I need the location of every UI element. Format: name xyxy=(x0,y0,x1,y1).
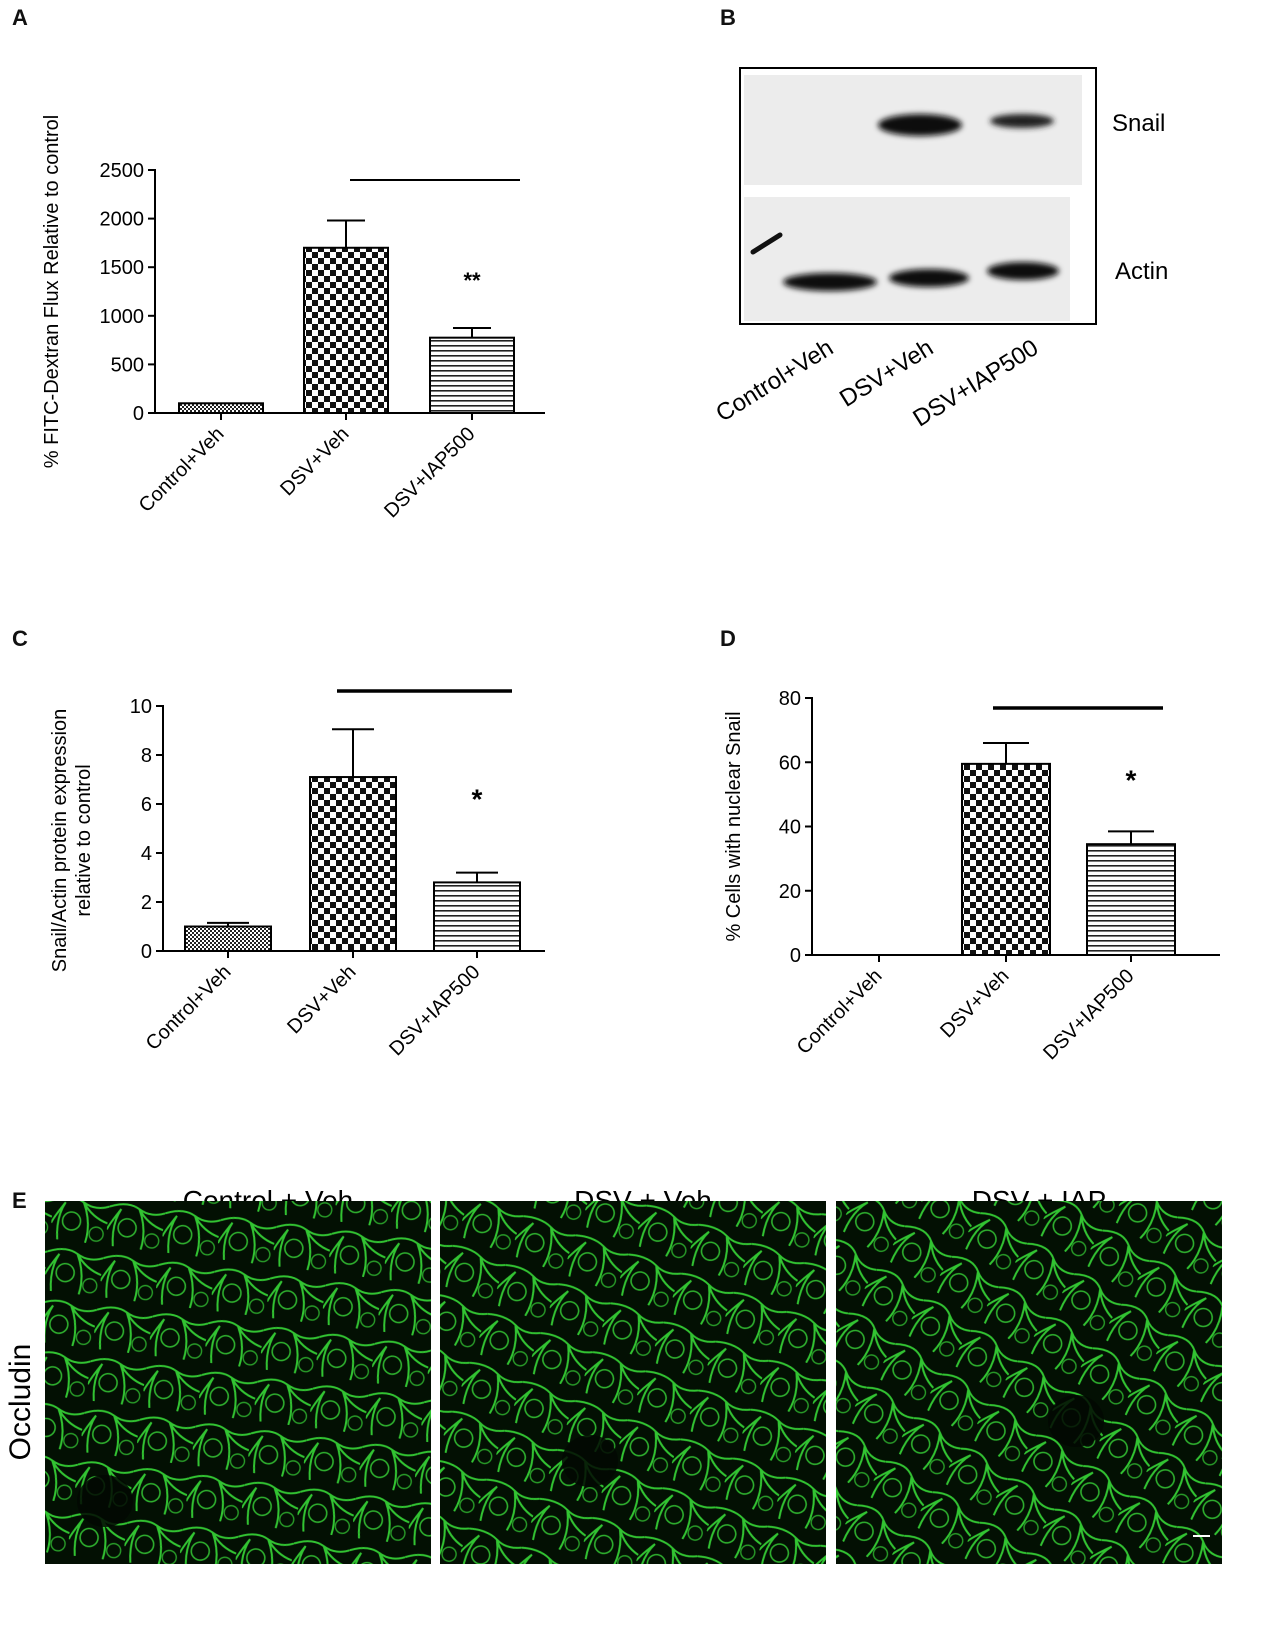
x-tick-label: DSV+Veh xyxy=(936,965,1013,1042)
snail-band-dsv-veh xyxy=(878,114,962,136)
bar-dsv-iap500 xyxy=(429,336,515,415)
row-label-occludin: Occludin xyxy=(4,1344,37,1461)
bar-dsv-veh xyxy=(303,246,389,414)
actin-band-dsv-iap500 xyxy=(987,262,1059,280)
chart-a: 0 500 1000 1500 2000 2500 % FITC-Dextran Flux … xyxy=(41,115,545,522)
panel-letter-d: D xyxy=(720,626,736,651)
x-tick-label: DSV+IAP500 xyxy=(1039,965,1138,1064)
y-tick-label: 1500 xyxy=(100,257,145,279)
x-tick-label: DSV+Veh xyxy=(283,961,360,1038)
bar-dsv-iap500 xyxy=(433,881,521,952)
y-tick-label: 60 xyxy=(779,752,801,774)
panel-letter-c: C xyxy=(12,626,28,651)
y-tick-label: 40 xyxy=(779,817,801,839)
panel-letter-e: E xyxy=(12,1188,27,1213)
chart-d: 0 20 40 60 80 % Cells with nuclear Snail Contr… xyxy=(723,688,1220,1064)
band-label-actin: Actin xyxy=(1115,258,1168,285)
bar-dsv-veh xyxy=(961,762,1051,956)
actin-membrane xyxy=(744,197,1070,321)
significance-marker: * xyxy=(1126,764,1137,795)
occludin-micrograph-2 xyxy=(836,1201,1222,1564)
x-tick-label: DSV+Veh xyxy=(276,423,353,500)
blot-marker-smudge xyxy=(750,232,783,255)
x-tick-label: DSV+IAP500 xyxy=(380,423,479,522)
occludin-micrograph-1 xyxy=(440,1201,826,1564)
y-tick-label: 10 xyxy=(130,696,152,718)
x-tick-label: Control+Veh xyxy=(135,423,229,517)
panel-letter-a: A xyxy=(12,5,28,30)
panel-letter-b: B xyxy=(720,5,736,30)
x-tick-label: DSV+IAP500 xyxy=(385,961,484,1060)
y-tick-label: 6 xyxy=(141,794,152,816)
y-tick-label: 4 xyxy=(141,843,152,865)
actin-band-dsv-veh xyxy=(889,269,969,287)
dark-lumen xyxy=(562,1435,618,1487)
x-tick-label: Control+Veh xyxy=(793,965,887,1059)
bar-dsv-veh xyxy=(309,776,397,952)
y-tick-label: 8 xyxy=(141,745,152,767)
snail-band-dsv-iap500 xyxy=(990,114,1054,128)
x-tick-label: Control+Veh xyxy=(142,961,236,1055)
y-tick-label: 2500 xyxy=(100,160,145,182)
dark-lumen xyxy=(1048,1395,1104,1447)
significance-marker: * xyxy=(472,784,483,815)
y-axis-label: Snail/Actin protein expression xyxy=(49,709,71,972)
y-tick-label: 1000 xyxy=(100,306,145,328)
y-tick-label: 500 xyxy=(111,354,144,376)
bar-control-veh xyxy=(178,402,264,414)
significance-marker: ** xyxy=(463,268,481,293)
y-tick-label: 0 xyxy=(141,941,152,963)
y-axis-label: relative to control xyxy=(73,764,95,916)
y-tick-label: 2000 xyxy=(100,209,145,231)
y-axis-label: % FITC-Dextran Flux Relative to control xyxy=(41,115,63,468)
bar-control-veh xyxy=(184,925,272,952)
y-axis-label: % Cells with nuclear Snail xyxy=(723,711,745,941)
dark-lumen xyxy=(77,1475,133,1527)
y-tick-label: 0 xyxy=(790,945,801,967)
y-tick-label: 0 xyxy=(133,403,144,425)
y-tick-label: 80 xyxy=(779,688,801,710)
chart-c: 0 2 4 6 8 10 Snail/Actin protein expression rel… xyxy=(49,689,545,1060)
actin-band-control-veh xyxy=(783,273,877,291)
band-label-snail: Snail xyxy=(1112,110,1165,137)
y-tick-label: 20 xyxy=(779,881,801,903)
lane-label: Control+Veh xyxy=(711,334,838,427)
bar-dsv-iap500 xyxy=(1086,843,1176,956)
y-tick-label: 2 xyxy=(141,892,152,914)
